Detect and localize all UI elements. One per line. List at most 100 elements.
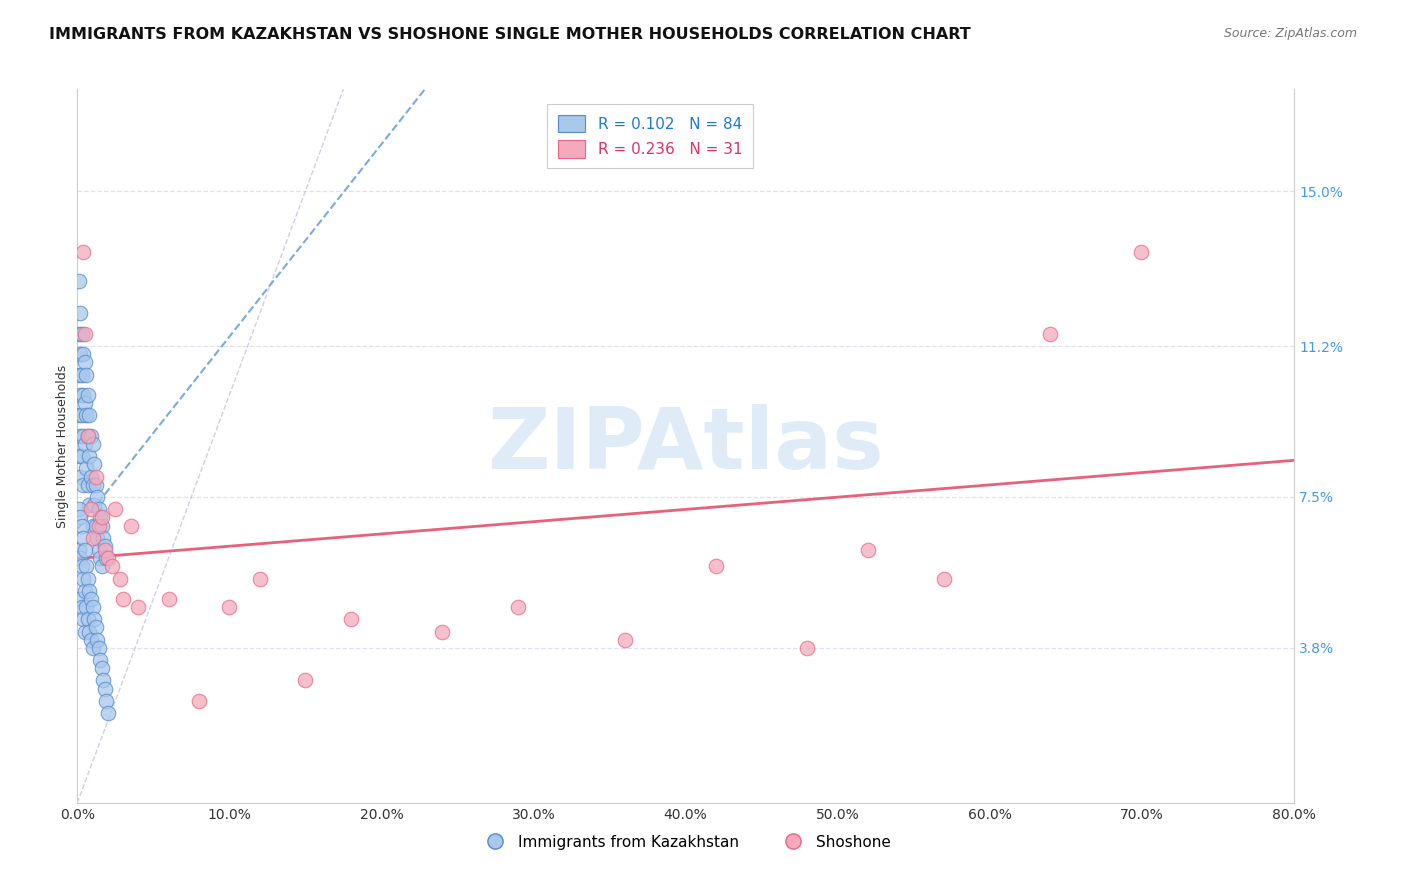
Point (82, 437, 104, 451)
Point (84, 477, 107, 491)
Point (73, 583, 96, 598)
Point (70, 559, 93, 574)
Point (91, 673, 114, 688)
Point (77, 429, 100, 443)
Point (96, 551, 118, 566)
Point (613, 632, 636, 647)
Point (72, 347, 94, 361)
Point (67, 368, 90, 382)
Point (69, 347, 91, 361)
Point (70, 368, 93, 382)
Point (67, 449, 90, 463)
Point (70, 518, 93, 533)
Point (157, 591, 180, 606)
Point (77, 388, 100, 402)
Point (69, 469, 91, 483)
Point (72, 477, 94, 491)
Point (73, 326, 96, 341)
Point (127, 600, 149, 615)
Point (91, 531, 114, 545)
Point (72, 612, 94, 626)
Point (75, 461, 97, 475)
Point (77, 612, 100, 626)
Point (77, 572, 100, 586)
Point (82, 531, 104, 545)
Point (108, 572, 131, 586)
Point (340, 612, 363, 626)
Point (932, 572, 955, 586)
Point (73, 355, 96, 369)
Point (69, 429, 91, 443)
Point (89, 653, 111, 667)
Point (73, 624, 96, 639)
Point (84, 518, 107, 533)
Point (80, 502, 103, 516)
Point (430, 624, 453, 639)
Point (67, 274, 90, 288)
Point (89, 551, 111, 566)
Point (72, 245, 94, 260)
Point (69, 510, 91, 524)
Point (69, 551, 91, 566)
Y-axis label: Single Mother Households: Single Mother Households (56, 364, 69, 528)
Point (508, 600, 530, 615)
Point (77, 429, 100, 443)
Point (93, 539, 115, 553)
Point (86, 490, 108, 504)
Point (84, 620, 107, 634)
Point (101, 559, 124, 574)
Point (294, 673, 316, 688)
Point (83, 498, 105, 512)
Point (67, 543, 90, 558)
Point (79, 583, 101, 598)
Point (79, 498, 101, 512)
Point (70, 449, 93, 463)
Point (249, 572, 271, 586)
Text: IMMIGRANTS FROM KAZAKHSTAN VS SHOSHONE SINGLE MOTHER HOUSEHOLDS CORRELATION CHAR: IMMIGRANTS FROM KAZAKHSTAN VS SHOSHONE S… (49, 27, 972, 42)
Point (70, 409, 93, 423)
Point (90, 559, 112, 574)
Point (97, 706, 120, 720)
Point (80, 469, 103, 483)
Point (796, 640, 818, 655)
Point (80, 632, 103, 647)
Point (111, 591, 134, 606)
Point (67, 409, 90, 423)
Point (79, 409, 101, 423)
Point (80, 429, 103, 443)
Point (69, 306, 91, 320)
Point (89, 510, 111, 524)
Text: Source: ZipAtlas.com: Source: ZipAtlas.com (1223, 27, 1357, 40)
Text: ZIPAtlas: ZIPAtlas (486, 404, 884, 488)
Point (79, 624, 101, 639)
Point (90, 518, 112, 533)
Point (87, 543, 110, 558)
Point (86, 531, 108, 545)
Point (84, 469, 107, 483)
Point (1039, 326, 1062, 341)
Point (79, 449, 101, 463)
Point (1130, 245, 1153, 260)
Point (83, 458, 105, 472)
Point (72, 531, 94, 545)
Point (69, 591, 91, 606)
Point (69, 388, 91, 402)
Point (67, 326, 90, 341)
Point (73, 437, 96, 451)
Point (75, 409, 97, 423)
Point (82, 600, 104, 615)
Point (72, 429, 94, 443)
Point (73, 543, 96, 558)
Point (86, 632, 108, 647)
Point (80, 591, 103, 606)
Point (70, 326, 93, 341)
Point (104, 502, 127, 516)
Point (97, 551, 120, 566)
Point (73, 396, 96, 410)
Point (82, 640, 104, 655)
Point (70, 600, 93, 615)
Point (704, 559, 727, 574)
Point (82, 477, 104, 491)
Point (90, 661, 112, 675)
Point (75, 559, 97, 574)
